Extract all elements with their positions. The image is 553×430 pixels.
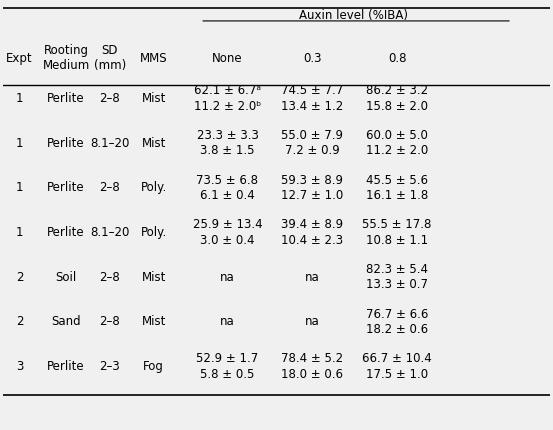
Text: 10.8 ± 1.1: 10.8 ± 1.1 xyxy=(366,233,428,246)
Text: 55.5 ± 17.8: 55.5 ± 17.8 xyxy=(362,218,432,231)
Text: 55.0 ± 7.9: 55.0 ± 7.9 xyxy=(281,129,343,142)
Text: 13.3 ± 0.7: 13.3 ± 0.7 xyxy=(366,278,428,291)
Text: 1: 1 xyxy=(16,92,23,105)
Text: 74.5 ± 7.7: 74.5 ± 7.7 xyxy=(281,84,343,97)
Text: 86.2 ± 3.2: 86.2 ± 3.2 xyxy=(366,84,428,97)
Text: 15.8 ± 2.0: 15.8 ± 2.0 xyxy=(366,99,428,112)
Text: 39.4 ± 8.9: 39.4 ± 8.9 xyxy=(281,218,343,231)
Text: 7.2 ± 0.9: 7.2 ± 0.9 xyxy=(285,144,340,157)
Text: na: na xyxy=(220,270,235,283)
Text: 23.3 ± 3.3: 23.3 ± 3.3 xyxy=(196,129,258,142)
Text: 3.0 ± 0.4: 3.0 ± 0.4 xyxy=(200,233,255,246)
Text: Poly.: Poly. xyxy=(140,225,167,239)
Text: Sand: Sand xyxy=(51,315,81,328)
Text: 18.0 ± 0.6: 18.0 ± 0.6 xyxy=(281,367,343,380)
Text: Mist: Mist xyxy=(142,92,166,105)
Text: 2–8: 2–8 xyxy=(100,181,120,194)
Text: 52.9 ± 1.7: 52.9 ± 1.7 xyxy=(196,352,259,365)
Text: Perlite: Perlite xyxy=(48,225,85,239)
Text: 73.5 ± 6.8: 73.5 ± 6.8 xyxy=(196,173,258,186)
Text: 0.3: 0.3 xyxy=(303,52,321,64)
Text: 12.7 ± 1.0: 12.7 ± 1.0 xyxy=(281,189,343,202)
Text: na: na xyxy=(305,270,320,283)
Text: Mist: Mist xyxy=(142,136,166,149)
Text: Auxin level (%IBA): Auxin level (%IBA) xyxy=(299,9,408,22)
Text: Fog: Fog xyxy=(143,359,164,372)
Text: 1: 1 xyxy=(16,225,23,239)
Text: Perlite: Perlite xyxy=(48,181,85,194)
Text: 82.3 ± 5.4: 82.3 ± 5.4 xyxy=(366,262,428,275)
Text: SD
(mm): SD (mm) xyxy=(94,44,126,72)
Text: Rooting
Medium: Rooting Medium xyxy=(43,44,90,72)
Text: 5.8 ± 0.5: 5.8 ± 0.5 xyxy=(200,367,255,380)
Text: 78.4 ± 5.2: 78.4 ± 5.2 xyxy=(281,352,343,365)
Text: 2–8: 2–8 xyxy=(100,92,120,105)
Text: MMS: MMS xyxy=(140,52,168,64)
Text: 66.7 ± 10.4: 66.7 ± 10.4 xyxy=(362,352,432,365)
Text: na: na xyxy=(220,315,235,328)
Text: Soil: Soil xyxy=(55,270,77,283)
Text: 13.4 ± 1.2: 13.4 ± 1.2 xyxy=(281,99,343,112)
Text: 60.0 ± 5.0: 60.0 ± 5.0 xyxy=(366,129,428,142)
Text: 8.1–20: 8.1–20 xyxy=(90,225,129,239)
Text: 8.1–20: 8.1–20 xyxy=(90,136,129,149)
Text: 25.9 ± 13.4: 25.9 ± 13.4 xyxy=(192,218,262,231)
Text: 3: 3 xyxy=(16,359,23,372)
Text: 11.2 ± 2.0ᵇ: 11.2 ± 2.0ᵇ xyxy=(194,99,261,112)
Text: 10.4 ± 2.3: 10.4 ± 2.3 xyxy=(281,233,343,246)
Text: Perlite: Perlite xyxy=(48,136,85,149)
Text: 2–8: 2–8 xyxy=(100,315,120,328)
Text: 59.3 ± 8.9: 59.3 ± 8.9 xyxy=(281,173,343,186)
Text: 18.2 ± 0.6: 18.2 ± 0.6 xyxy=(366,322,428,335)
Text: 6.1 ± 0.4: 6.1 ± 0.4 xyxy=(200,189,255,202)
Text: Mist: Mist xyxy=(142,270,166,283)
Text: 17.5 ± 1.0: 17.5 ± 1.0 xyxy=(366,367,428,380)
Text: 3.8 ± 1.5: 3.8 ± 1.5 xyxy=(200,144,255,157)
Text: na: na xyxy=(305,315,320,328)
Text: 62.1 ± 6.7ᵃ: 62.1 ± 6.7ᵃ xyxy=(194,84,261,97)
Text: 16.1 ± 1.8: 16.1 ± 1.8 xyxy=(366,189,428,202)
Text: 1: 1 xyxy=(16,181,23,194)
Text: Perlite: Perlite xyxy=(48,92,85,105)
Text: 2–3: 2–3 xyxy=(100,359,120,372)
Text: 76.7 ± 6.6: 76.7 ± 6.6 xyxy=(366,307,428,320)
Text: 11.2 ± 2.0: 11.2 ± 2.0 xyxy=(366,144,428,157)
Text: Perlite: Perlite xyxy=(48,359,85,372)
Text: 2: 2 xyxy=(16,315,23,328)
Text: 1: 1 xyxy=(16,136,23,149)
Text: 45.5 ± 5.6: 45.5 ± 5.6 xyxy=(366,173,428,186)
Text: 2–8: 2–8 xyxy=(100,270,120,283)
Text: Expt: Expt xyxy=(6,52,33,64)
Text: Poly.: Poly. xyxy=(140,181,167,194)
Text: None: None xyxy=(212,52,243,64)
Text: 2: 2 xyxy=(16,270,23,283)
Text: 0.8: 0.8 xyxy=(388,52,406,64)
Text: Mist: Mist xyxy=(142,315,166,328)
